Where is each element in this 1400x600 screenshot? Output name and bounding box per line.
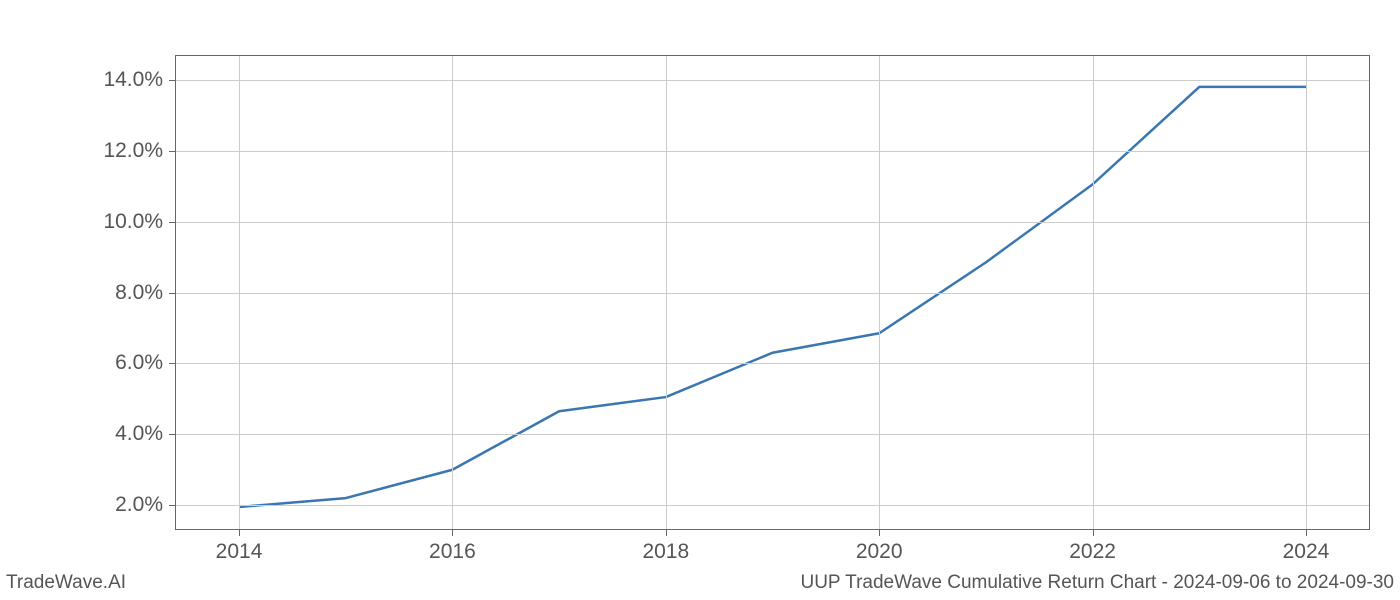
x-tick-label: 2022	[1069, 540, 1116, 564]
axis-border-right	[1369, 55, 1370, 530]
x-tick-mark	[1093, 530, 1094, 536]
y-tick-label: 10.0%	[103, 210, 163, 234]
grid-line-horizontal	[175, 293, 1370, 294]
y-tick-label: 4.0%	[115, 422, 163, 446]
grid-line-horizontal	[175, 222, 1370, 223]
y-tick-label: 8.0%	[115, 281, 163, 305]
y-tick-label: 14.0%	[103, 68, 163, 92]
x-tick-label: 2014	[216, 540, 263, 564]
x-tick-label: 2018	[642, 540, 689, 564]
chart-container: 2014 2016 2018 2020 2022 2024 2.0% 4.0% 6.0% 8.0%…	[0, 0, 1400, 600]
axis-border-top	[175, 55, 1370, 56]
plot-area: 2014201620182020202220242.0%4.0%6.0%8.0%…	[175, 55, 1370, 530]
grid-line-horizontal	[175, 505, 1370, 506]
x-tick-mark	[879, 530, 880, 536]
footer-left-label: TradeWave.AI	[6, 572, 126, 594]
x-tick-label: 2024	[1283, 540, 1330, 564]
y-tick-label: 12.0%	[103, 139, 163, 163]
x-tick-label: 2020	[856, 540, 903, 564]
grid-line-horizontal	[175, 434, 1370, 435]
grid-line-horizontal	[175, 151, 1370, 152]
axis-border-bottom	[175, 529, 1370, 530]
x-tick-mark	[1306, 530, 1307, 536]
y-tick-label: 2.0%	[115, 493, 163, 517]
grid-line-horizontal	[175, 80, 1370, 81]
x-tick-mark	[239, 530, 240, 536]
x-tick-label: 2016	[429, 540, 476, 564]
y-tick-label: 6.0%	[115, 351, 163, 375]
footer-right-label: UUP TradeWave Cumulative Return Chart - …	[800, 572, 1394, 594]
axis-border-left	[175, 55, 176, 530]
x-tick-mark	[666, 530, 667, 536]
x-tick-mark	[452, 530, 453, 536]
grid-line-horizontal	[175, 363, 1370, 364]
